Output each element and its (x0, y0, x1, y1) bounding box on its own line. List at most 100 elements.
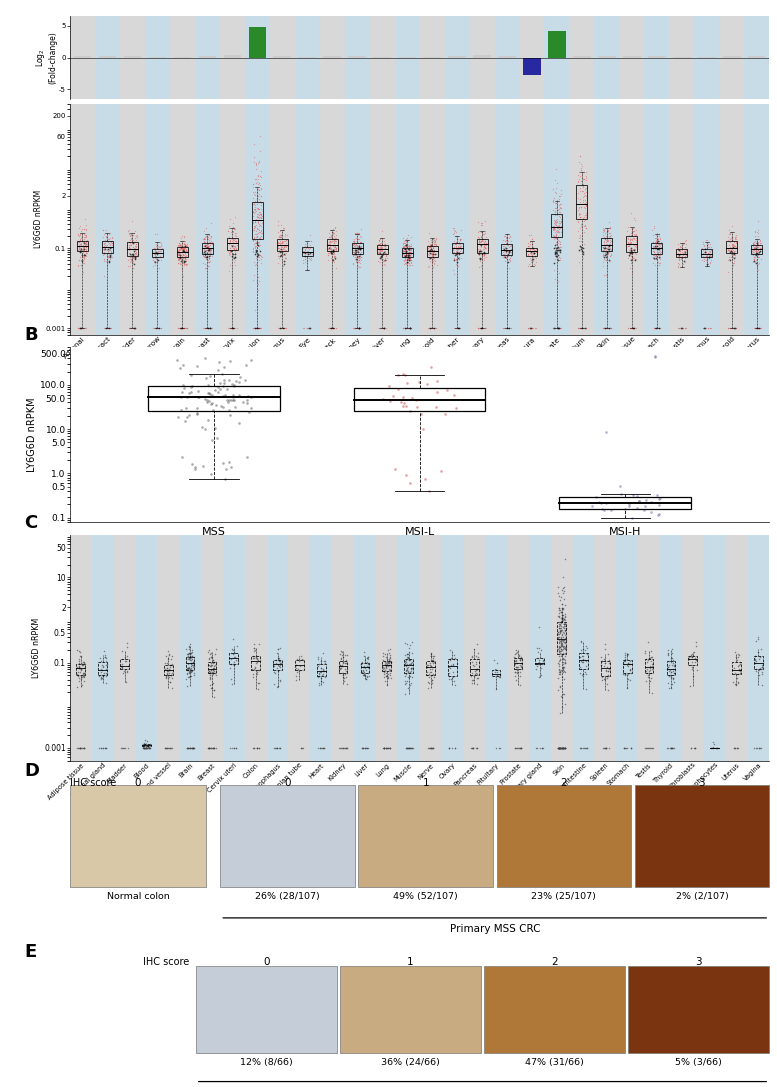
Point (166, 647, 178, 664)
Point (375, 320, 387, 337)
Point (421, 659, 434, 676)
Point (355, 239, 368, 257)
Point (549, 250, 561, 267)
Point (204, 646, 217, 663)
Point (556, 607, 568, 624)
Point (574, 198, 587, 215)
Bar (549, 30, 566, 58)
Point (750, 320, 762, 337)
Point (574, 320, 587, 337)
Point (161, 665, 173, 683)
Point (664, 663, 677, 680)
Point (600, 739, 612, 757)
Point (357, 661, 369, 678)
Point (450, 251, 462, 268)
Bar (427, 246, 437, 258)
Point (553, 591, 566, 609)
Point (304, 250, 316, 267)
Point (402, 250, 414, 267)
Point (249, 241, 262, 259)
Point (204, 658, 217, 675)
Point (747, 250, 760, 267)
Point (155, 235, 167, 252)
Point (79, 224, 92, 241)
Point (402, 241, 415, 259)
Bar (444, 103, 469, 335)
Point (315, 663, 327, 680)
Point (671, 254, 684, 272)
Point (473, 234, 486, 251)
Bar (252, 202, 263, 239)
Point (528, 245, 540, 262)
Point (551, 320, 563, 337)
Point (556, 739, 568, 757)
Point (680, 240, 692, 258)
Point (252, 320, 264, 337)
Point (203, 239, 215, 257)
Point (511, 663, 524, 680)
Text: 1: 1 (423, 778, 429, 788)
Point (427, 237, 440, 254)
Point (350, 241, 363, 259)
Point (626, 320, 639, 337)
Point (703, 247, 716, 264)
Point (427, 239, 440, 257)
Bar (598, 57, 615, 58)
Point (559, 619, 572, 636)
Point (662, 646, 674, 663)
Point (476, 224, 489, 241)
Point (603, 320, 615, 337)
Point (382, 669, 395, 686)
Point (730, 238, 742, 255)
Point (751, 236, 764, 253)
Point (207, 661, 219, 678)
Point (376, 246, 388, 263)
Bar (660, 535, 682, 761)
Point (348, 224, 361, 241)
Point (647, 246, 660, 263)
Point (451, 320, 464, 337)
Point (722, 320, 734, 337)
Point (200, 220, 213, 237)
Point (126, 251, 138, 268)
Point (187, 739, 200, 757)
Point (500, 235, 513, 252)
Point (598, 657, 610, 674)
Point (446, 739, 458, 757)
Point (297, 243, 309, 261)
Point (128, 320, 141, 337)
Point (699, 320, 712, 337)
Point (251, 243, 263, 261)
Point (577, 177, 589, 195)
Point (404, 249, 416, 266)
Point (302, 238, 315, 255)
Point (251, 299, 263, 316)
Point (751, 240, 763, 258)
Point (180, 235, 193, 252)
Point (397, 398, 409, 415)
Bar (619, 16, 644, 99)
Point (575, 320, 587, 337)
Point (599, 239, 611, 257)
Point (430, 320, 442, 337)
Point (252, 320, 264, 337)
Point (247, 148, 260, 165)
Point (556, 739, 568, 757)
Point (278, 249, 291, 266)
Point (228, 242, 241, 260)
Point (529, 248, 542, 265)
Point (423, 657, 436, 674)
Point (301, 320, 313, 337)
Point (138, 730, 151, 748)
Point (622, 250, 634, 267)
Point (105, 234, 117, 251)
Point (129, 241, 141, 259)
Point (197, 248, 209, 265)
Point (448, 320, 461, 337)
Point (515, 657, 528, 674)
Point (75, 243, 88, 261)
Point (124, 240, 137, 258)
Point (249, 232, 262, 249)
Point (753, 651, 765, 669)
Point (330, 233, 343, 250)
